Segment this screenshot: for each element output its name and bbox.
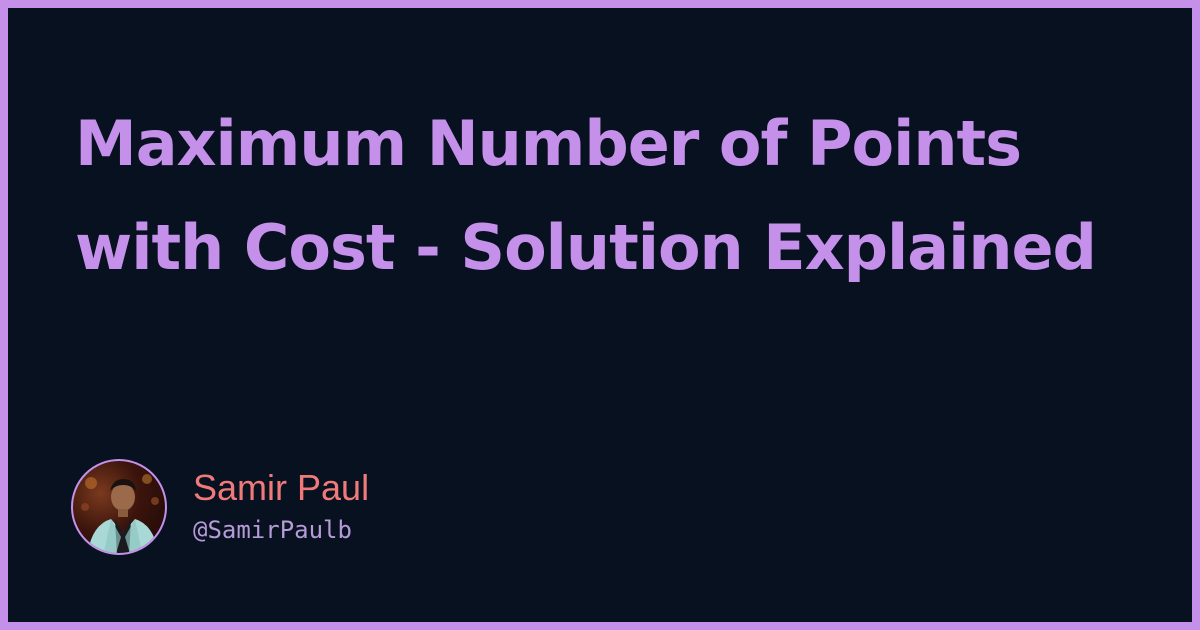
author-text: Samir Paul @SamirPaulb <box>193 468 369 546</box>
social-card: Maximum Number of Points with Cost - Sol… <box>8 8 1192 622</box>
author-info: Samir Paul @SamirPaulb <box>71 459 369 555</box>
author-name: Samir Paul <box>193 467 370 508</box>
author-avatar <box>71 459 167 555</box>
author-photo-icon <box>81 474 159 553</box>
article-title: Maximum Number of Points with Cost - Sol… <box>75 107 1097 284</box>
author-handle: @SamirPaulb <box>193 516 352 544</box>
